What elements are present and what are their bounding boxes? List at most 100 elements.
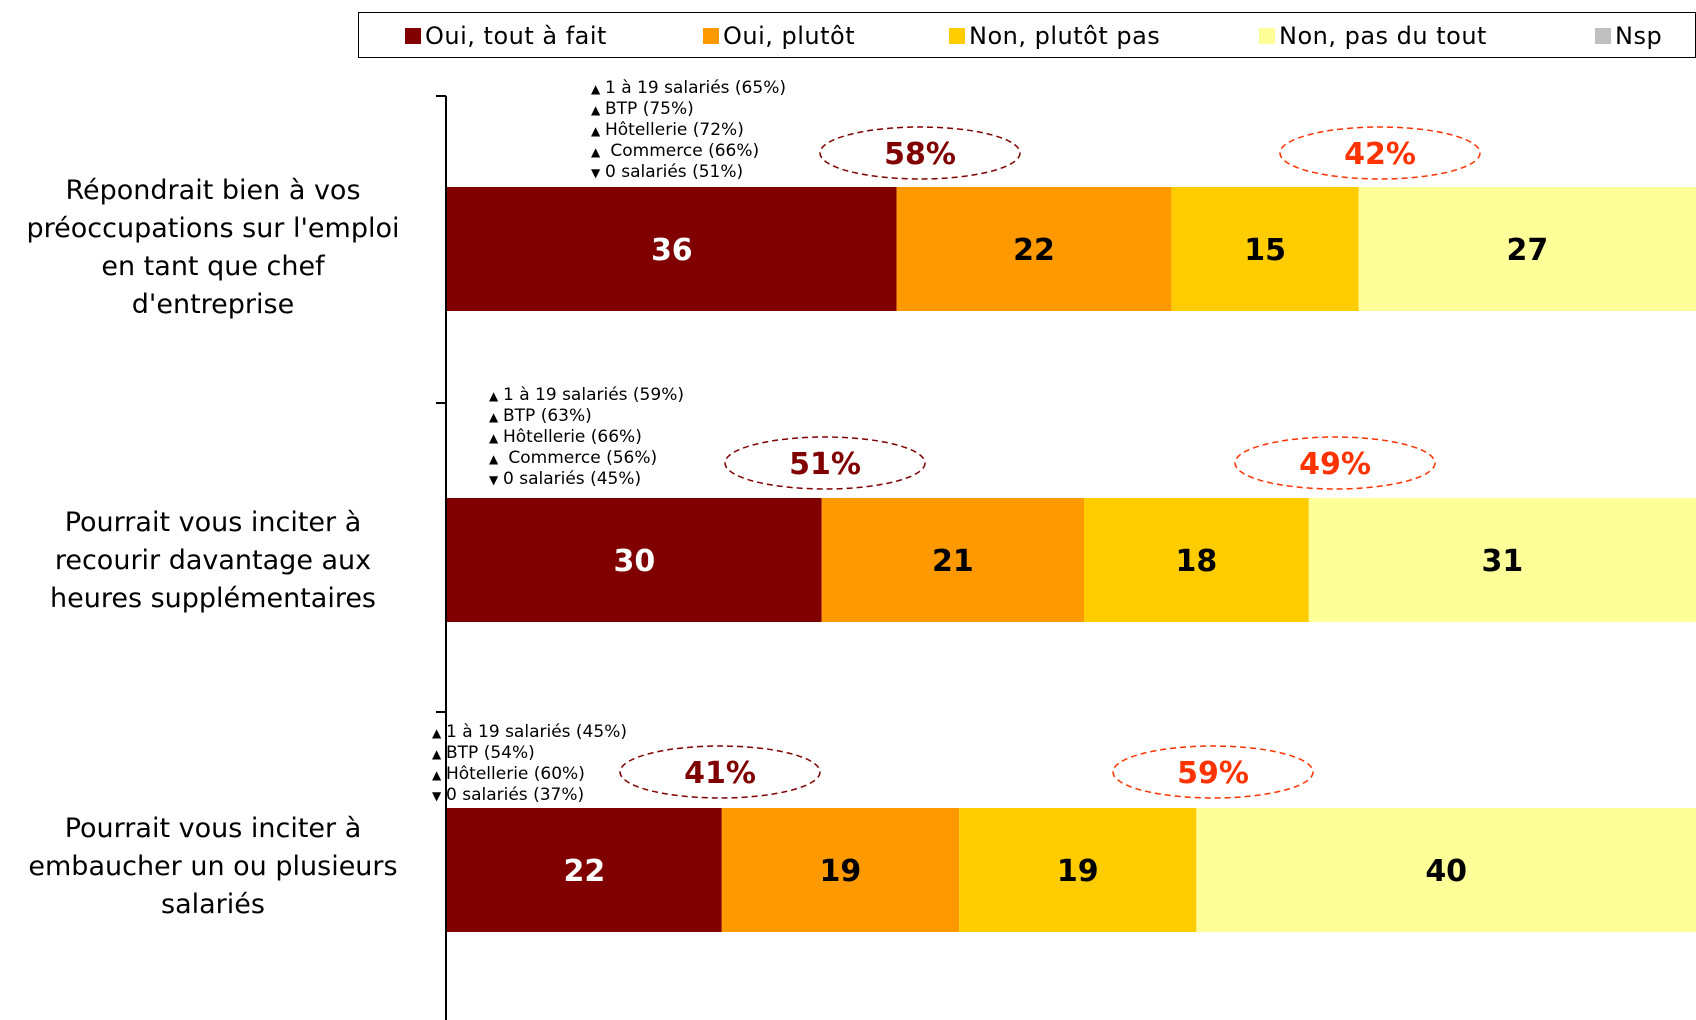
data-label: 31 — [1482, 544, 1524, 579]
category-label: Pourrait vous inciter à recourir davantag… — [0, 504, 426, 618]
triangle-up-icon: ▲ — [591, 124, 601, 138]
legend-label: Oui, plutôt — [723, 22, 856, 50]
note-text: 1 à 19 salariés (45%) — [446, 722, 627, 742]
category-label-line: d'entreprise — [131, 289, 295, 320]
bar-segment — [821, 498, 1084, 622]
legend-item: Non, plutôt pas — [949, 13, 1160, 59]
triangle-down-icon: ▼ — [432, 789, 442, 803]
data-label: 36 — [651, 233, 693, 268]
note-text: Hôtellerie (72%) — [605, 120, 744, 140]
note-line: ▲ 1 à 19 salariés (45%) — [432, 722, 627, 743]
category-label: Pourrait vous inciter à embaucher un ou p… — [0, 810, 426, 924]
note-text: BTP (63%) — [503, 406, 592, 426]
category-label-line: préoccupations sur l'emploi — [26, 213, 400, 244]
triangle-up-icon: ▲ — [432, 768, 442, 782]
note-text: BTP (54%) — [446, 743, 535, 763]
category-label-line: Pourrait vous inciter à — [64, 813, 362, 844]
triangle-up-icon: ▲ — [432, 747, 442, 761]
legend-label: Non, plutôt pas — [969, 22, 1161, 50]
note-line: ▲ Hôtellerie (60%) — [432, 764, 627, 785]
category-label-line: Répondrait bien à vos — [65, 175, 361, 206]
chart-legend: Oui, tout à fait Oui, plutôt Non, plutôt p… — [358, 12, 1696, 58]
triangle-up-icon: ▲ — [591, 145, 601, 159]
bar-segment — [1196, 808, 1696, 932]
data-label: 22 — [564, 854, 606, 889]
legend-swatch — [949, 28, 965, 44]
note-line: ▲ Commerce (56%) — [489, 448, 684, 469]
data-label: 18 — [1176, 544, 1218, 579]
category-label-line: en tant que chef — [101, 251, 325, 282]
note-line: ▼ 0 salariés (45%) — [489, 469, 684, 490]
bar-segment — [1308, 498, 1696, 622]
total-ellipse — [1112, 745, 1314, 799]
triangle-up-icon: ▲ — [432, 726, 442, 740]
note-text: BTP (75%) — [605, 99, 694, 119]
total-label: 58% — [884, 137, 956, 172]
note-text: Commerce (66%) — [605, 141, 760, 161]
segment-notes: ▲ 1 à 19 salariés (59%) ▲ BTP (63%) ▲ Hôtelle… — [489, 385, 684, 490]
category-label: Répondrait bien à vos préoccupations sur … — [0, 172, 426, 324]
legend-item: Nsp — [1595, 13, 1662, 59]
legend-label: Non, pas du tout — [1279, 22, 1487, 50]
legend-item: Non, pas du tout — [1259, 13, 1487, 59]
triangle-down-icon: ▼ — [591, 166, 601, 180]
total-ellipse — [619, 745, 821, 799]
category-label-line: Pourrait vous inciter à — [64, 507, 362, 538]
legend-swatch — [1595, 28, 1611, 44]
bar-segment — [447, 187, 897, 311]
note-line: ▲ 1 à 19 salariés (65%) — [591, 78, 786, 99]
triangle-up-icon: ▲ — [489, 410, 499, 424]
data-label: 40 — [1425, 854, 1467, 889]
total-label: 49% — [1299, 447, 1371, 482]
note-text: 0 salariés (37%) — [446, 785, 585, 805]
total-label: 51% — [789, 447, 861, 482]
note-text: 0 salariés (45%) — [503, 469, 642, 489]
total-ellipse — [1234, 436, 1436, 490]
bar-segment — [1171, 187, 1359, 311]
note-line: ▲ Hôtellerie (66%) — [489, 427, 684, 448]
total-ellipse — [1279, 126, 1481, 180]
note-line: ▲ Hôtellerie (72%) — [591, 120, 786, 141]
data-label: 19 — [1057, 854, 1099, 889]
triangle-up-icon: ▲ — [489, 452, 499, 466]
data-label: 22 — [1013, 233, 1055, 268]
data-label: 15 — [1244, 233, 1286, 268]
bar-segment — [896, 187, 1172, 311]
category-label-line: recourir davantage aux — [54, 545, 372, 576]
total-ellipse — [819, 126, 1021, 180]
total-label: 41% — [684, 756, 756, 791]
note-line: ▼ 0 salariés (51%) — [591, 162, 786, 183]
note-line: ▲ Commerce (66%) — [591, 141, 786, 162]
note-text: Hôtellerie (60%) — [446, 764, 585, 784]
segment-notes: ▲ 1 à 19 salariés (45%) ▲ BTP (54%) ▲ Hôtelle… — [432, 722, 627, 806]
note-text: 1 à 19 salariés (59%) — [503, 385, 684, 405]
triangle-up-icon: ▲ — [489, 431, 499, 445]
triangle-up-icon: ▲ — [489, 389, 499, 403]
data-label: 19 — [820, 854, 862, 889]
category-label-line: heures supplémentaires — [49, 583, 377, 614]
total-label: 42% — [1344, 137, 1416, 172]
legend-swatch — [1259, 28, 1275, 44]
legend-swatch — [703, 28, 719, 44]
total-ellipse — [724, 436, 926, 490]
bar-segment — [1083, 498, 1309, 622]
data-label: 27 — [1507, 233, 1549, 268]
data-label: 21 — [932, 544, 974, 579]
triangle-down-icon: ▼ — [489, 473, 499, 487]
bar-segment — [721, 808, 960, 932]
legend-label: Nsp — [1615, 22, 1663, 50]
legend-item: Oui, tout à fait — [405, 13, 607, 59]
legend-label: Oui, tout à fait — [425, 22, 607, 50]
bar-segment — [447, 498, 822, 622]
note-line: ▲ BTP (63%) — [489, 406, 684, 427]
legend-item: Oui, plutôt — [703, 13, 855, 59]
category-label-line: salariés — [161, 889, 265, 920]
segment-notes: ▲ 1 à 19 salariés (65%) ▲ BTP (75%) ▲ Hôtelle… — [591, 78, 786, 183]
legend-swatch — [405, 28, 421, 44]
note-text: Commerce (56%) — [503, 448, 658, 468]
note-text: 1 à 19 salariés (65%) — [605, 78, 786, 98]
bar-segment — [959, 808, 1197, 932]
note-line: ▲ BTP (54%) — [432, 743, 627, 764]
triangle-up-icon: ▲ — [591, 82, 601, 96]
